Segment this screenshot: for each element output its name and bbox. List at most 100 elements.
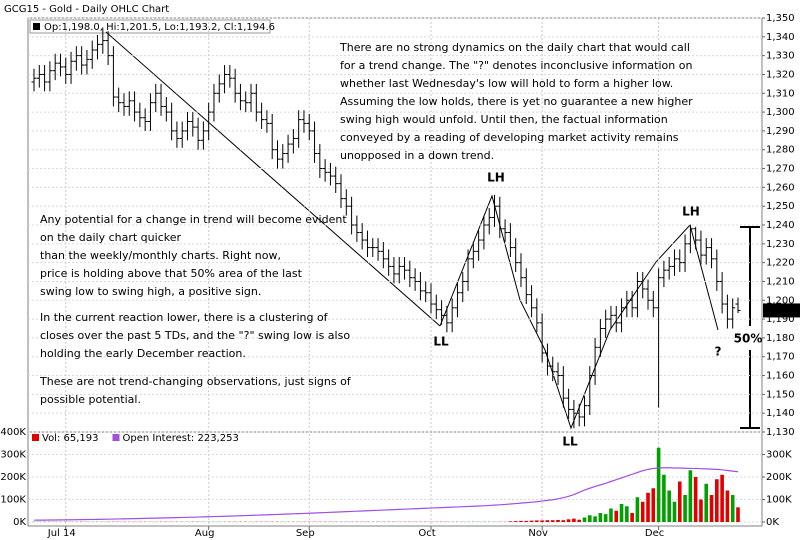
y-tick-label: 1,180 [766, 333, 795, 344]
annotation-text: on the daily chart quicker [40, 231, 181, 244]
annotation-text: swing high would unfold. Until then, the… [340, 113, 668, 126]
volume-bar [619, 504, 624, 522]
volume-bar [736, 507, 740, 522]
y-tick-label: 1,330 [766, 51, 795, 62]
legend-swatch [112, 434, 120, 441]
volume-bar [725, 490, 730, 522]
y2-tick-label: 0K [766, 517, 779, 528]
x-tick-label: Jul 14 [47, 528, 76, 539]
volume-bar [662, 474, 666, 522]
volume-bar [540, 520, 544, 522]
annotation-text: In the current reaction lower, there is … [40, 311, 329, 324]
y-tick-label: 1,210 [766, 276, 795, 287]
y-tick-label: 1,150 [766, 389, 795, 400]
y-tick-label: 1,130 [766, 427, 795, 438]
header-swatch [33, 23, 40, 30]
volume-panel [27, 431, 763, 527]
volume-bar [529, 520, 534, 522]
y-tick-label: 1,270 [766, 164, 795, 175]
volume-bar [566, 519, 571, 522]
last-price-label: 1,194.6 [766, 305, 800, 316]
x-tick-label: Sep [296, 528, 315, 539]
y-tick-label: 1,160 [766, 371, 795, 382]
volume-bar [609, 508, 613, 522]
y-tick-label: 1,190 [766, 314, 795, 325]
price-panel [27, 17, 763, 433]
swing-label: LL [562, 435, 578, 449]
legend-label: Open Interest: 223,253 [123, 433, 239, 444]
y-tick-label: 1,200 [766, 295, 795, 306]
volume-bar [709, 495, 714, 522]
annotation-text: conveyed by a reading of developing mark… [340, 131, 679, 144]
open-interest-line [33, 467, 739, 521]
annotation-text: price is holding above that 50% area of … [40, 267, 303, 280]
y-tick-label: 1,340 [766, 32, 795, 43]
volume-bar [699, 499, 703, 522]
header-box [29, 19, 271, 34]
annotation-text: swing low to swing high, a positive sign… [40, 285, 261, 298]
volume-bar [715, 479, 719, 522]
legend-label: Vol: 65,193 [42, 433, 99, 444]
volume-bar [720, 474, 724, 522]
x-tick-label: Dec [645, 528, 664, 539]
annotation-text: These are not trend-changing observation… [39, 375, 352, 388]
volume-bar [646, 492, 650, 522]
y-tick-label: 1,250 [766, 201, 795, 212]
volume-bar [535, 520, 539, 522]
volume-bar [561, 520, 566, 522]
y-tick-label: 200K [0, 472, 26, 483]
y-tick-label: 1,170 [766, 352, 795, 363]
volume-bar [603, 514, 608, 522]
volume-bar [704, 483, 709, 522]
annotation-text: holding the early December reaction. [40, 347, 246, 360]
volume-bar [598, 513, 603, 522]
y-tick-label: 1,290 [766, 126, 795, 137]
annotation-text: closes over the past 5 TDs, and the "?" … [40, 329, 350, 342]
y-tick-label: 1,310 [766, 88, 795, 99]
trend-line [105, 31, 441, 327]
volume-bar [519, 520, 523, 522]
y2-tick-label: 200K [766, 472, 792, 483]
volume-bar [572, 518, 576, 522]
volume-bar [693, 477, 698, 522]
volume-bar [587, 515, 592, 522]
annotation-text: unopposed in a down trend. [340, 149, 494, 162]
volume-bar [640, 501, 645, 522]
volume-bar [688, 470, 693, 522]
volume-bar [635, 497, 640, 522]
y-tick-label: 400K [0, 427, 26, 438]
y-tick-label: 100K [0, 495, 26, 506]
header-text: Op:1,198.0, Hi:1,201.5, Lo:1,193.2, Cl:1… [44, 22, 275, 33]
volume-bar [630, 513, 634, 522]
volume-bar [656, 447, 661, 522]
y-tick-label: 1,350 [766, 13, 795, 24]
volume-bar [730, 495, 735, 522]
volume-bar [651, 488, 656, 522]
swing-label: 50% [734, 332, 763, 346]
legend-swatch [32, 434, 39, 441]
y-tick-label: 1,240 [766, 220, 795, 231]
y-tick-label: 1,300 [766, 107, 795, 118]
volume-bar [550, 520, 555, 522]
y-tick-label: 0K [13, 517, 26, 528]
volume-bar [577, 519, 582, 522]
swing-label: LL [433, 335, 449, 349]
volume-bar [508, 521, 513, 522]
volume-bar [524, 520, 529, 522]
y2-tick-label: 300K [766, 450, 792, 461]
volume-bar [625, 506, 629, 522]
swing-label: LH [682, 205, 700, 219]
volume-bar [593, 516, 597, 522]
x-tick-label: Oct [418, 528, 435, 539]
volume-bar [513, 521, 518, 522]
volume-bar [582, 517, 587, 522]
volume-bar [556, 519, 560, 522]
y-tick-label: 1,230 [766, 239, 795, 250]
annotation-text: for a trend change. The "?" denotes inco… [340, 59, 692, 72]
y-tick-label: 1,260 [766, 182, 795, 193]
last-price-box [763, 303, 800, 318]
y-tick-label: 1,320 [766, 69, 795, 80]
annotation-text: There are no strong dynamics on the dail… [339, 41, 690, 54]
